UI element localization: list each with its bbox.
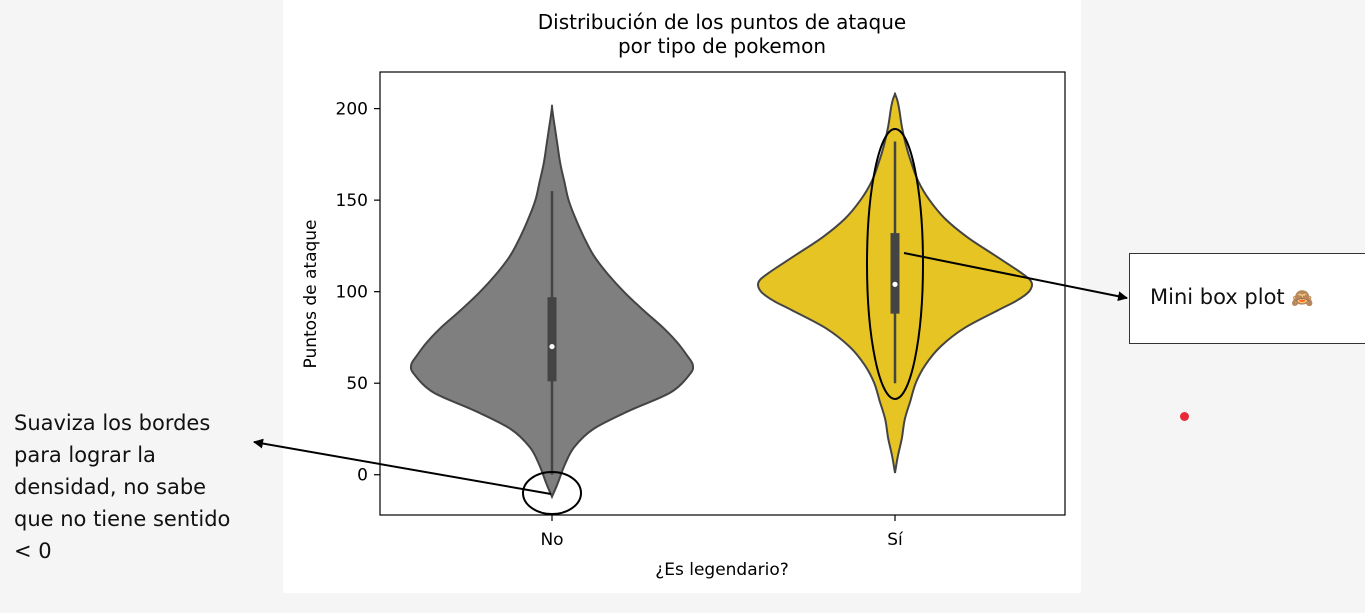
y-tick-label: 0 bbox=[357, 466, 368, 486]
box-median bbox=[892, 281, 898, 287]
smoothing-arrow bbox=[253, 438, 552, 495]
y-tick-label: 150 bbox=[336, 191, 368, 211]
y-axis-label: Puntos de ataque bbox=[301, 219, 321, 368]
see-no-evil-monkey-icon: 🙈 bbox=[1291, 288, 1314, 309]
plot-frame bbox=[379, 71, 1066, 516]
box-median bbox=[549, 343, 555, 350]
box-plot-highlight bbox=[866, 128, 924, 400]
smoothing-note: Suaviza los bordes para lograr la densid… bbox=[14, 411, 231, 563]
y-tick-label: 200 bbox=[336, 100, 368, 120]
cursor-dot bbox=[1180, 412, 1189, 421]
y-tick-label: 100 bbox=[336, 283, 368, 303]
chart-title-line: Distribución de los puntos de ataque bbox=[538, 10, 906, 34]
box-plot-arrow bbox=[903, 252, 1128, 302]
outlier-circle bbox=[522, 471, 582, 515]
x-tick-label: No bbox=[540, 530, 563, 550]
chart-title: Distribución de los puntos de ataque por … bbox=[538, 10, 906, 58]
x-axis-label: ¿Es legendario? bbox=[655, 560, 789, 580]
box-iqr bbox=[890, 233, 900, 314]
chart-title-line: por tipo de pokemon bbox=[618, 34, 826, 58]
mini-box-plot-callout: Mini box plot 🙈 bbox=[1129, 253, 1365, 344]
mini-box-plot-label: Mini box plot bbox=[1150, 285, 1285, 309]
y-tick-label: 50 bbox=[346, 374, 368, 394]
box-iqr bbox=[547, 297, 557, 382]
x-tick-label: Sí bbox=[887, 530, 904, 550]
